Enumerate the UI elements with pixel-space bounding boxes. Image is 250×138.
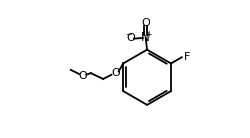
Text: O: O — [79, 71, 88, 81]
Text: O: O — [126, 33, 135, 43]
Text: N: N — [141, 31, 150, 44]
Text: +: + — [145, 30, 152, 39]
Text: F: F — [184, 52, 190, 62]
Text: O: O — [111, 68, 120, 78]
Text: O: O — [141, 18, 150, 28]
Text: −: − — [125, 30, 131, 39]
